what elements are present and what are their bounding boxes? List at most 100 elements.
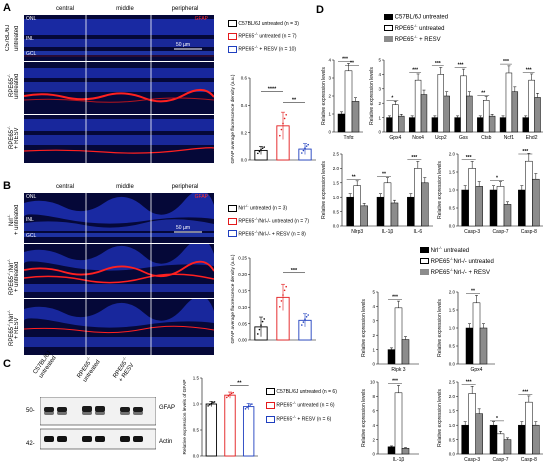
significance-label: *** <box>466 155 472 161</box>
data-point <box>279 306 281 308</box>
y-tick-label: 2.0 <box>449 152 456 157</box>
bar <box>414 168 422 227</box>
significance-label: ** <box>350 61 354 67</box>
lane-label-2: RPE65-/- untreated <box>73 353 102 384</box>
retina-image-b-row1: ONL INL GCL GFAP 50 µm <box>24 193 214 243</box>
y-tick-label: 2.5 <box>333 152 340 157</box>
data-point <box>305 145 308 147</box>
significance-label: ** <box>352 175 356 181</box>
y-tick-label: 4 <box>378 72 381 77</box>
row-label-b1b: + untreated <box>14 196 21 244</box>
bar <box>475 186 483 227</box>
panel-letter-b: B <box>3 180 11 192</box>
bar <box>401 339 410 365</box>
legend-text: untreated <box>417 25 445 32</box>
y-tick-label: 1.5 <box>449 170 456 175</box>
legend-item: RPE65-/- untreated (n = 7) <box>228 31 299 40</box>
legend-sup: -/- <box>449 267 454 272</box>
bar <box>472 302 481 365</box>
scale-bar-label: 50 µm <box>176 42 190 48</box>
y-axis-label: Relative expression levels <box>361 299 367 357</box>
bar <box>431 117 439 133</box>
y-tick-label: 0.5 <box>449 206 456 211</box>
x-tick-label: Gpx4 <box>471 367 483 373</box>
bar <box>460 75 467 133</box>
significance-label: *** <box>522 149 528 155</box>
data-point <box>261 147 264 150</box>
data-point <box>247 405 250 407</box>
y-tick-label: 2 <box>372 437 375 442</box>
data-point <box>263 146 265 148</box>
bar <box>488 115 496 133</box>
y-tick-label: 0.0 <box>333 224 340 229</box>
bar <box>503 439 512 455</box>
bar <box>408 117 416 133</box>
bar <box>466 95 473 133</box>
mw-marker-42: 42- <box>26 441 35 447</box>
legend-text: /Nrl-/- + RESV (n = 8) <box>258 231 306 238</box>
data-point <box>302 321 305 323</box>
legend-text: RPE65 <box>276 402 293 409</box>
stain-label-gfap: GFAP <box>194 194 208 200</box>
data-point <box>232 391 234 394</box>
significance-label: *** <box>435 61 441 67</box>
legend-swatch <box>266 401 275 409</box>
y-tick-label: 2.0 <box>449 394 456 399</box>
legend-text: RPE65 <box>238 218 255 225</box>
row-label-sup: -/- <box>6 323 11 327</box>
data-point <box>257 152 259 155</box>
legend-swatch <box>420 258 429 265</box>
y-tick-label: 1.5 <box>193 376 200 381</box>
data-point <box>210 402 213 405</box>
panel-letter-d: D <box>316 4 324 16</box>
bar <box>387 349 396 365</box>
data-point <box>208 403 211 406</box>
data-point <box>280 128 283 131</box>
chart-a-gfap-density: 0.0 0.2 0.4 0.6 GFAP average fluorescence de… <box>230 74 316 163</box>
x-tick-label: Nlrp3 <box>351 229 363 235</box>
layer-label-inl: INL <box>26 36 34 42</box>
data-point <box>213 401 216 403</box>
bar <box>443 95 450 133</box>
y-axis-label: Relative expression levels <box>361 389 367 447</box>
y-tick-label: 4 <box>372 423 375 428</box>
y-axis-label: Relative expression levels <box>369 67 375 125</box>
y-tick-label: 0.25 <box>238 256 247 261</box>
stain-label-gfap: GFAP <box>194 16 208 22</box>
bar <box>437 74 444 133</box>
data-point <box>307 143 309 146</box>
data-point <box>304 318 306 320</box>
retina-image-b-row2 <box>24 244 214 298</box>
data-point <box>282 122 284 125</box>
y-tick-label: 0.4 <box>241 103 248 108</box>
x-tick-label: Casp-7 <box>492 457 508 463</box>
legend-c: C57BL/6J untreated (n = 6) RPE65-/- untr… <box>266 388 337 423</box>
legend-swatch <box>384 25 393 31</box>
legend-sup: -/- <box>438 245 443 250</box>
layer-label-inl: INL <box>26 217 34 223</box>
legend-text: RPE65 <box>276 416 293 423</box>
significance-label: ** <box>237 380 242 386</box>
y-axis-label: Relative expression levels <box>321 67 327 125</box>
y-tick-label: 1 <box>372 347 375 352</box>
legend-text: (n = 6) <box>320 388 337 395</box>
data-point <box>283 117 286 120</box>
data-point <box>307 314 309 316</box>
x-tick-label: Tnfα <box>343 135 353 141</box>
y-tick-label: 2.5 <box>449 380 456 385</box>
y-tick-label: 0.2 <box>241 130 248 135</box>
legend-text: RPE65 <box>238 46 255 53</box>
bar <box>420 94 428 133</box>
row-label-text: untreated <box>14 73 20 99</box>
x-tick-label: IL-6 <box>414 229 423 235</box>
significance-label: *** <box>392 379 398 385</box>
significance-label: ** <box>481 91 485 97</box>
col-header-middle-a: middle <box>116 6 134 12</box>
y-tick-label: 0.5 <box>193 428 200 433</box>
layer-label-onl: ONL <box>26 16 37 22</box>
y-axis-label: Relative expression levels of GFAP <box>182 380 188 455</box>
significance-label: *** <box>503 59 509 65</box>
legend-swatch <box>384 14 393 20</box>
